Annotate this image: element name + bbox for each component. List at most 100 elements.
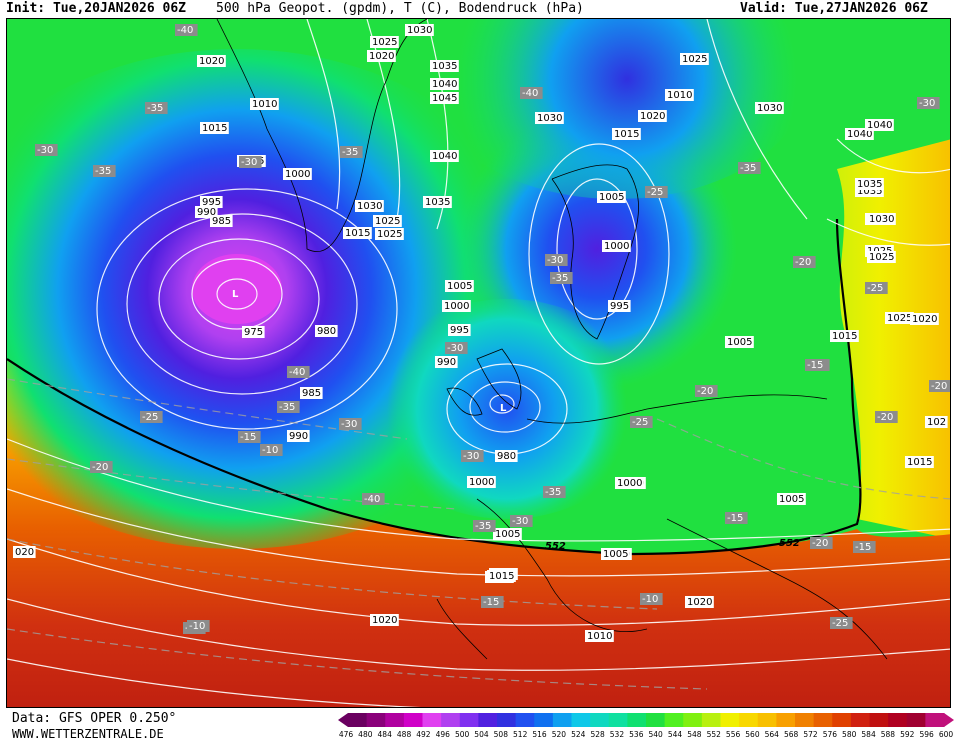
temperature-label: -25 xyxy=(867,283,883,294)
temperature-label-bg xyxy=(550,272,573,284)
temperature-label-bg xyxy=(645,186,668,198)
temperature-label: -15 xyxy=(483,597,499,608)
colorbar-swatch xyxy=(739,713,759,727)
pressure-label-bg xyxy=(597,191,626,203)
colorbar-swatch xyxy=(813,713,833,727)
map-title: 500 hPa Geopot. (gpdm), T (C), Bodendruc… xyxy=(216,1,584,16)
colorbar-label: 532 xyxy=(609,730,625,739)
pressure-label-bg xyxy=(370,36,399,48)
pressure-label: 1040 xyxy=(867,120,892,131)
pressure-label: 975 xyxy=(244,327,263,338)
colorbar-label: 528 xyxy=(590,730,605,739)
colorbar-labels: 476 480 484 488 492 496 500 504 508 512 516 520 524 5… xyxy=(339,730,953,740)
pressure-label-bg xyxy=(612,128,641,140)
pressure-label: 1025 xyxy=(377,229,402,240)
colorbar-label: 556 xyxy=(725,730,741,739)
temperature-label: -35 xyxy=(552,273,568,284)
temperature-label-bg xyxy=(445,342,468,354)
temperature-label: -20 xyxy=(812,538,828,549)
colorbar-swatch xyxy=(385,713,405,727)
pressure-label-bg xyxy=(680,53,709,65)
temperature-label: -20 xyxy=(877,412,893,423)
temperature-label: -20 xyxy=(795,257,811,268)
colorbar-label: 512 xyxy=(513,730,528,739)
colorbar-label: 560 xyxy=(745,730,760,739)
temperature-label: -15 xyxy=(240,432,256,443)
temperature-label-bg xyxy=(461,450,484,462)
colorbar-swatch xyxy=(720,713,740,727)
temperature-label-bg xyxy=(917,97,940,109)
colorbar-label: 592 xyxy=(900,730,915,739)
pressure-label: 1025 xyxy=(887,313,912,324)
colorbar-swatch xyxy=(627,713,647,727)
pressure-label: 1040 xyxy=(847,129,872,140)
pressure-label-bg xyxy=(287,430,310,442)
colorbar-swatch xyxy=(348,713,368,727)
colorbar-swatch xyxy=(850,713,870,727)
temperature-label-bg xyxy=(865,282,888,294)
temperature-label-bg xyxy=(90,461,113,473)
colorbar-swatch xyxy=(422,713,442,727)
pressure-label: 1020 xyxy=(372,615,397,626)
pressure-label: 1035 xyxy=(857,179,882,190)
map-header: Init: Tue,20JAN2026 06Z 500 hPa Geopot. … xyxy=(0,0,959,18)
temperature-label: -30 xyxy=(447,343,463,354)
pressure-label: 1005 xyxy=(495,529,520,540)
temperature-label: -25 xyxy=(647,187,663,198)
pressure-labels: 1030102510201035104010451010101510051000… xyxy=(13,24,948,642)
temperature-label-bg xyxy=(145,102,168,114)
pressure-label: 1005 xyxy=(603,549,628,560)
pressure-label-bg xyxy=(430,150,459,162)
pressure-label-bg xyxy=(665,89,694,101)
temperature-label-bg xyxy=(510,515,533,527)
colorbar-left-arrow xyxy=(338,713,348,727)
pressure-label: 1015 xyxy=(489,571,514,582)
british-isles-low xyxy=(367,299,647,519)
pressure-label: 990 xyxy=(437,357,456,368)
pressure-label: 985 xyxy=(212,216,231,227)
colorbar-label: 516 xyxy=(532,730,547,739)
temperature-label: -15 xyxy=(727,513,743,524)
pressure-label-bg xyxy=(867,251,896,263)
colorbar-swatch xyxy=(497,713,517,727)
colorbar-label: 488 xyxy=(396,730,412,739)
colorbar-label: 568 xyxy=(783,730,799,739)
pressure-label-bg xyxy=(315,325,338,337)
pressure-label: 1025 xyxy=(372,37,397,48)
pressure-label: 1040 xyxy=(432,151,457,162)
pressure-label-bg xyxy=(355,200,384,212)
temperature-label-bg xyxy=(238,431,261,443)
pressure-label: 1015 xyxy=(832,331,857,342)
temperature-label: -30 xyxy=(341,419,357,430)
temperature-label-bg xyxy=(481,596,504,608)
colorbar-label: 492 xyxy=(416,730,431,739)
colorbar-label: 580 xyxy=(842,730,857,739)
temperature-label: -30 xyxy=(547,255,563,266)
pressure-label: 1025 xyxy=(869,252,894,263)
temperature-label: -40 xyxy=(289,367,305,378)
pressure-label-bg xyxy=(585,630,614,642)
pressure-label: 1025 xyxy=(682,54,707,65)
pressure-label-bg xyxy=(467,476,496,488)
pressure-label-bg xyxy=(865,119,894,131)
pressure-label: 995 xyxy=(202,197,221,208)
isotherms xyxy=(7,378,950,690)
colorbar-label: 496 xyxy=(435,730,450,739)
pressure-label: 1005 xyxy=(727,337,752,348)
colorbar-swatch xyxy=(366,713,386,727)
pressure-label: 1035 xyxy=(857,186,882,197)
temperature-label-bg xyxy=(140,411,163,423)
pressure-label: 020 xyxy=(15,547,34,558)
pressure-label-bg xyxy=(375,228,404,240)
site-url: WWW.WETTERZENTRALE.DE xyxy=(12,727,164,741)
temperature-label: -30 xyxy=(37,145,53,156)
colorbar-swatch xyxy=(608,713,628,727)
pressure-label: 985 xyxy=(302,388,321,399)
temperature-label-bg xyxy=(339,418,362,430)
temperature-label: -35 xyxy=(147,103,163,114)
colorbar-label: 484 xyxy=(377,730,392,739)
pressure-label-bg xyxy=(300,387,323,399)
colorbar-swatch xyxy=(925,713,945,727)
temperature-label: -40 xyxy=(522,88,538,99)
temperature-label: -15 xyxy=(807,360,823,371)
